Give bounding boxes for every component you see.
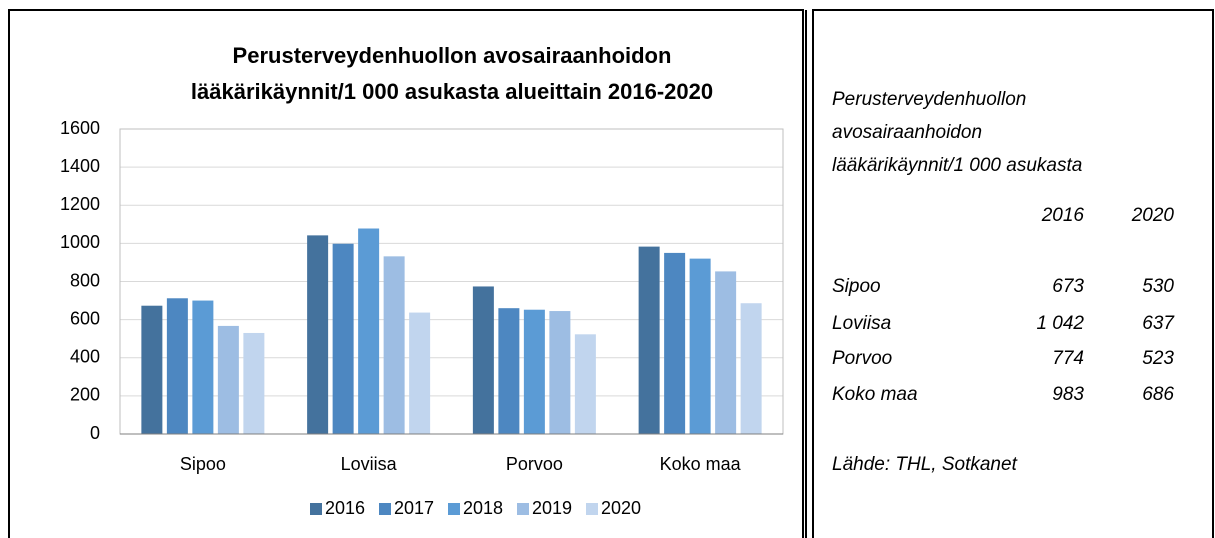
bar: [358, 228, 380, 434]
legend-label: 2019: [532, 498, 572, 518]
chart-frame: [8, 9, 804, 538]
cell: 774: [1052, 348, 1084, 369]
source: Lähde: THL, Sotkanet: [832, 454, 1018, 475]
legend-swatch: [586, 503, 598, 515]
cell: 523: [1142, 348, 1174, 369]
bar: [715, 271, 737, 434]
bar: [498, 308, 520, 434]
row-label: Loviisa: [832, 313, 891, 334]
legend-swatch: [379, 503, 391, 515]
bar: [664, 252, 686, 434]
side-title: Perusterveydenhuollon: [832, 89, 1026, 110]
cell: 1 042: [1036, 313, 1084, 334]
legend-label: 2020: [601, 498, 641, 518]
row-label: Koko maa: [832, 384, 918, 405]
chart-title: Perusterveydenhuollon avosairaanhoidon: [233, 43, 672, 68]
side-title: avosairaanhoidon: [832, 122, 982, 143]
y-tick-label: 1600: [60, 118, 100, 138]
bar: [217, 325, 239, 434]
bar: [740, 303, 762, 434]
chart-title: lääkärikäynnit/1 000 asukasta alueittain…: [191, 79, 713, 104]
row-label: Sipoo: [832, 276, 881, 297]
bar: [549, 311, 571, 434]
legend-swatch: [310, 503, 322, 515]
x-tick-label: Porvoo: [506, 454, 563, 474]
row-label: Porvoo: [832, 348, 892, 369]
y-tick-label: 600: [70, 308, 100, 328]
column-header: 2020: [1131, 205, 1175, 226]
column-header: 2016: [1041, 205, 1085, 226]
y-tick-label: 1200: [60, 194, 100, 214]
bar: [243, 332, 265, 434]
bar: [574, 334, 596, 434]
bar: [689, 258, 711, 434]
bar: [192, 300, 214, 434]
legend-label: 2018: [463, 498, 503, 518]
y-tick-label: 200: [70, 385, 100, 405]
legend-label: 2016: [325, 498, 365, 518]
x-tick-label: Loviisa: [341, 454, 398, 474]
y-tick-label: 0: [90, 423, 100, 443]
bar: [166, 298, 188, 434]
legend-label: 2017: [394, 498, 434, 518]
side-frame: [812, 9, 1214, 538]
legend-swatch: [517, 503, 529, 515]
legend-swatch: [448, 503, 460, 515]
cell: 530: [1142, 276, 1174, 297]
bar: [409, 312, 431, 434]
bar: [383, 256, 405, 434]
y-tick-label: 400: [70, 347, 100, 367]
x-tick-label: Sipoo: [180, 454, 226, 474]
bar: [307, 235, 329, 434]
bar: [141, 305, 163, 434]
bar: [523, 309, 545, 434]
cell: 983: [1052, 384, 1084, 405]
cell: 637: [1142, 313, 1175, 334]
cell: 673: [1052, 276, 1084, 297]
bar: [332, 243, 354, 434]
y-tick-label: 800: [70, 270, 100, 290]
bar: [638, 246, 660, 434]
y-tick-label: 1000: [60, 232, 100, 252]
y-tick-label: 1400: [60, 156, 100, 176]
side-title: lääkärikäynnit/1 000 asukasta: [832, 155, 1082, 176]
bar: [472, 286, 494, 434]
cell: 686: [1142, 384, 1174, 405]
x-tick-label: Koko maa: [660, 454, 742, 474]
